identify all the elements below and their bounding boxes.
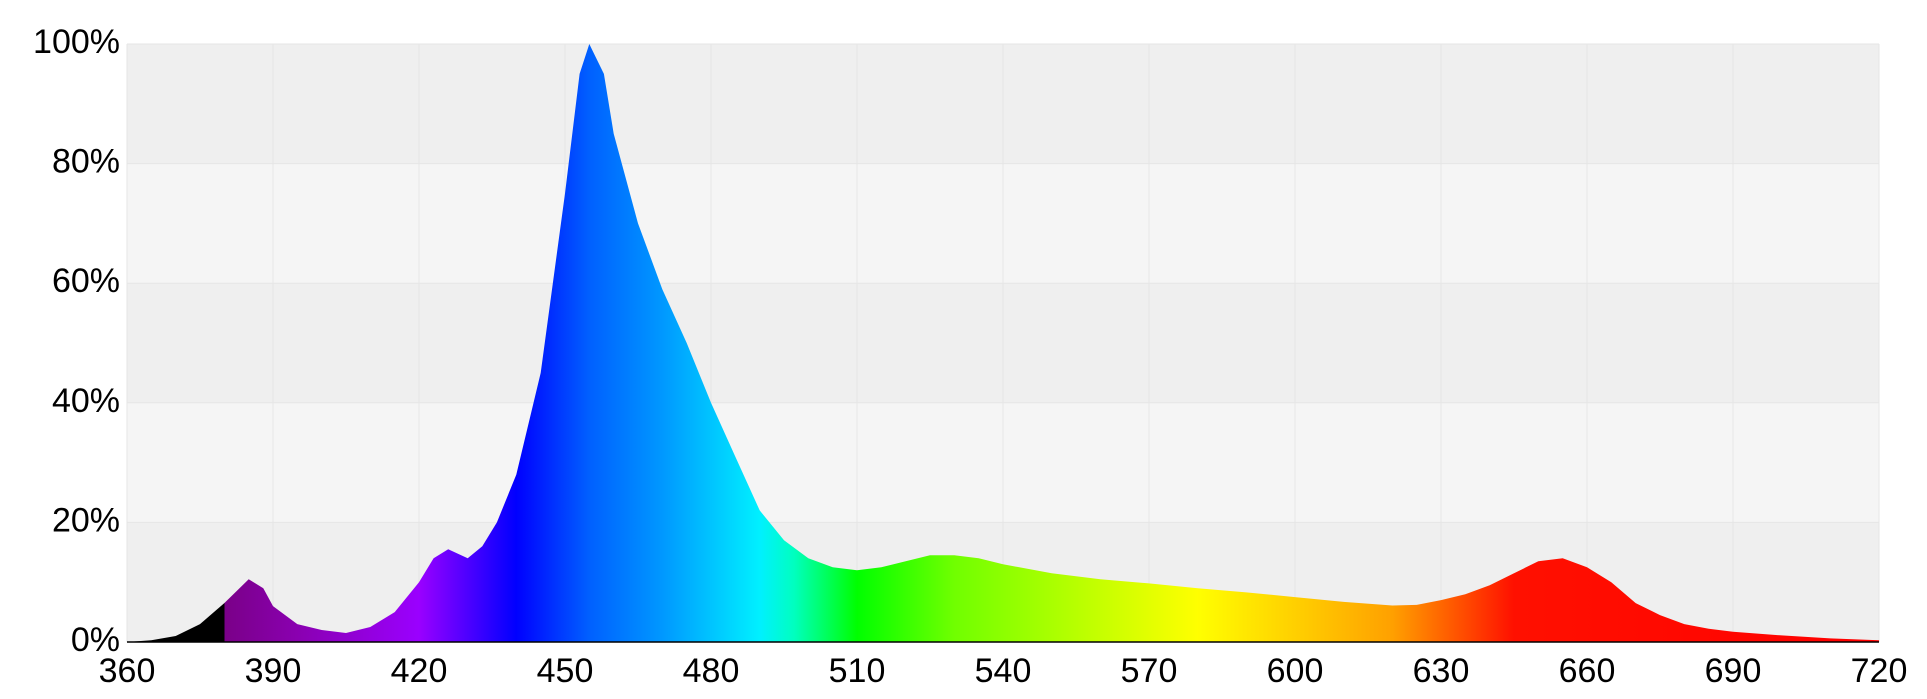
x-tick-label: 450 — [537, 652, 594, 690]
y-tick-label: 0% — [71, 621, 120, 659]
y-tick-label: 20% — [52, 501, 120, 539]
x-tick-label: 690 — [1705, 652, 1762, 690]
x-tick-label: 600 — [1267, 652, 1324, 690]
x-tick-label: 420 — [391, 652, 448, 690]
x-tick-label: 630 — [1413, 652, 1470, 690]
x-tick-label: 570 — [1121, 652, 1178, 690]
x-tick-label: 510 — [829, 652, 886, 690]
x-tick-label: 720 — [1851, 652, 1908, 690]
spectrum-area — [127, 44, 1879, 642]
x-tick-label: 360 — [99, 652, 156, 690]
x-tick-label: 480 — [683, 652, 740, 690]
y-tick-label: 40% — [52, 382, 120, 420]
x-tick-label: 540 — [975, 652, 1032, 690]
x-tick-label: 390 — [245, 652, 302, 690]
x-tick-label: 660 — [1559, 652, 1616, 690]
y-tick-label: 60% — [52, 262, 120, 300]
y-tick-label: 100% — [33, 23, 120, 61]
y-tick-label: 80% — [52, 143, 120, 181]
